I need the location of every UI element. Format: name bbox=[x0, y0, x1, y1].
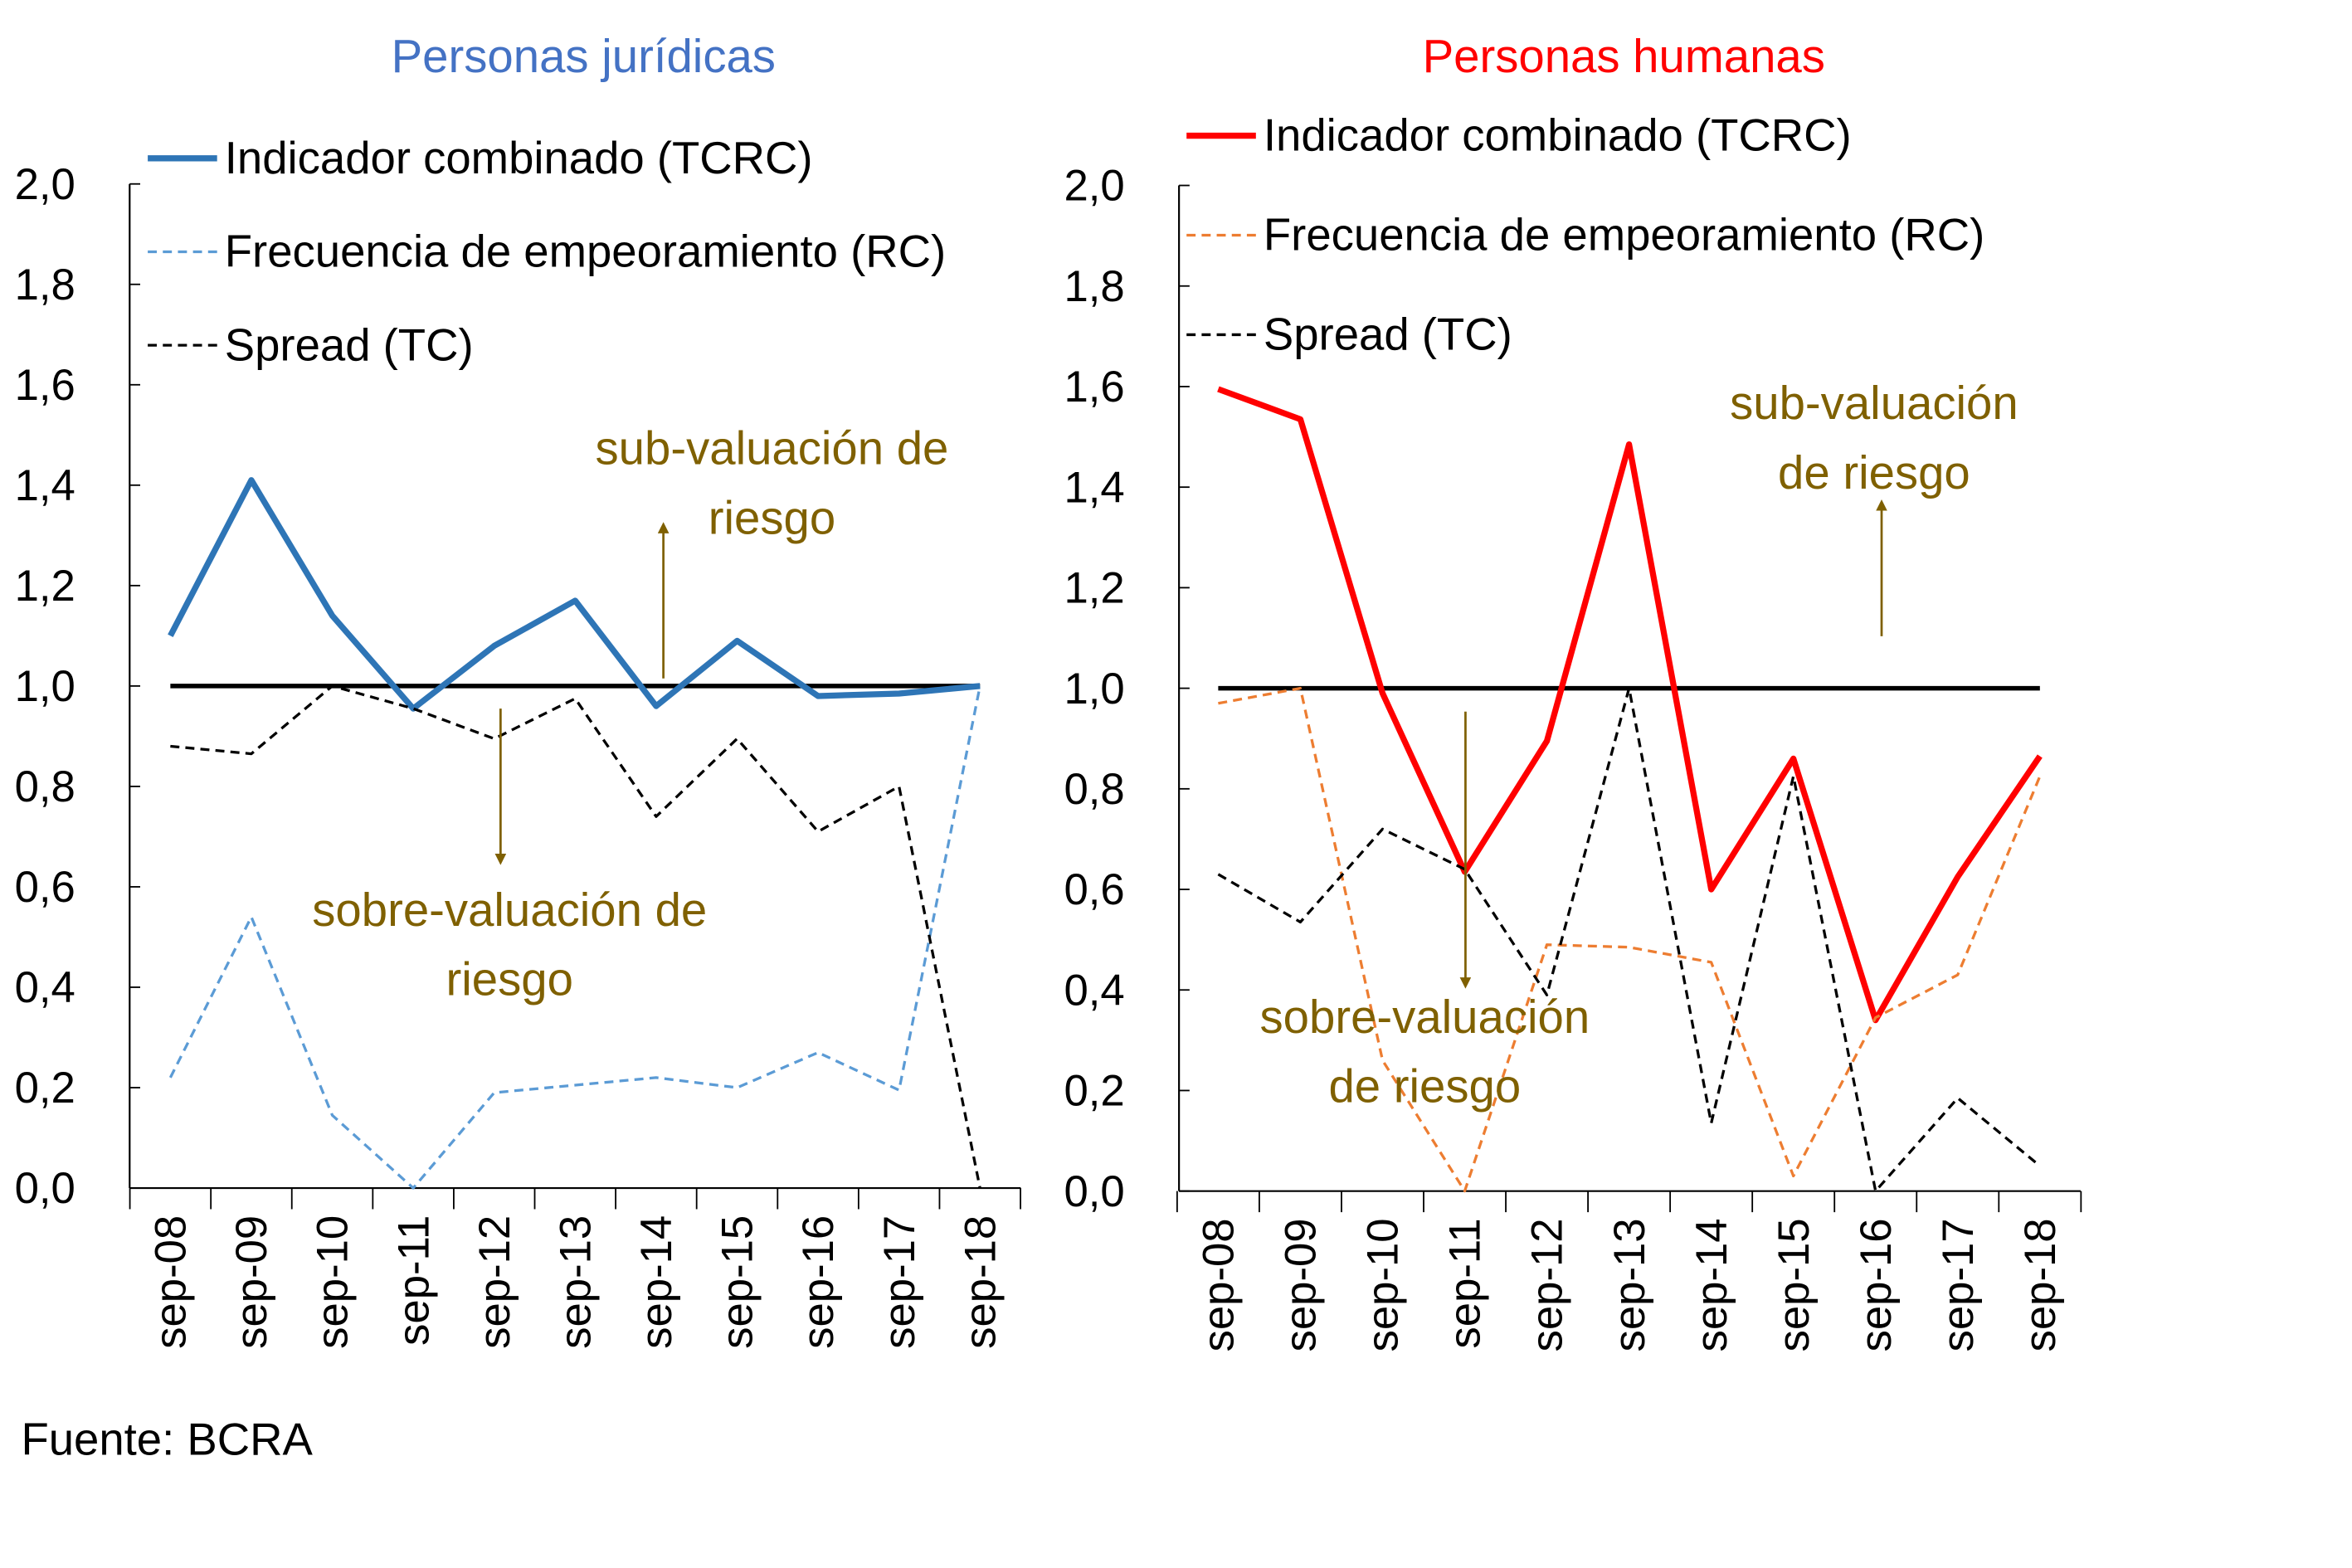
series-line-2 bbox=[1217, 686, 2041, 1193]
y-tick-label: 0,0 bbox=[15, 1164, 75, 1213]
y-tick-label: 0,0 bbox=[1064, 1167, 1124, 1216]
chart-personas-juridicas: Personas jurídicas 0,0 0,2 0,4 0,6 0,8 1,0 1,2… bbox=[15, 30, 1021, 1349]
annotation-sobre-valuacion: sobre-valuación de bbox=[312, 884, 707, 936]
y-tick-label: 0,6 bbox=[1064, 865, 1124, 914]
x-tick-label: sep-12 bbox=[1523, 1218, 1572, 1351]
x-tick-label: sep-10 bbox=[309, 1215, 358, 1349]
x-tick-label: sep-15 bbox=[1770, 1218, 1819, 1351]
chart-title: Personas jurídicas bbox=[392, 30, 776, 82]
y-tick-label: 1,2 bbox=[15, 562, 75, 611]
x-tick-label: sep-17 bbox=[875, 1215, 924, 1349]
legend-label: Indicador combinado (TCRC) bbox=[1264, 110, 1852, 161]
x-tick-label: sep-18 bbox=[2016, 1218, 2065, 1351]
x-tick-label: sep-11 bbox=[1441, 1218, 1490, 1348]
y-tick-label: 0,2 bbox=[15, 1064, 75, 1113]
annotation-sub-valuacion: riesgo bbox=[709, 491, 835, 543]
x-tick-label: sep-09 bbox=[1277, 1218, 1326, 1351]
x-tick-label: sep-15 bbox=[713, 1215, 762, 1349]
x-tick-label: sep-17 bbox=[1934, 1218, 1983, 1351]
annotation-sub-valuacion: sub-valuación de bbox=[596, 422, 949, 475]
x-tick-label: sep-10 bbox=[1359, 1218, 1408, 1351]
y-tick-label: 0,2 bbox=[1064, 1067, 1124, 1116]
y-tick-label: 1,0 bbox=[15, 662, 75, 711]
x-tick-label: sep-13 bbox=[1605, 1218, 1654, 1351]
legend-label: Frecuencia de empeoramiento (RC) bbox=[225, 226, 946, 277]
x-tick-label: sep-14 bbox=[632, 1215, 681, 1349]
y-tick-label: 1,6 bbox=[15, 361, 75, 410]
series-line-0 bbox=[1217, 386, 2043, 1024]
series-line-1 bbox=[168, 685, 981, 1190]
x-tick-label: sep-14 bbox=[1687, 1218, 1736, 1351]
chart-title: Personas humanas bbox=[1423, 30, 1825, 82]
annotation-sobre-valuacion: riesgo bbox=[446, 952, 573, 1005]
legend-label: Spread (TC) bbox=[225, 319, 474, 370]
series-line-2 bbox=[170, 684, 981, 1189]
y-tick-label: 1,4 bbox=[1064, 463, 1124, 512]
y-tick-label: 0,8 bbox=[15, 762, 75, 811]
source-note: Fuente: BCRA bbox=[21, 1415, 313, 1465]
y-tick-label: 0,8 bbox=[1064, 765, 1124, 814]
y-tick-label: 0,4 bbox=[1064, 966, 1124, 1015]
y-tick-label: 1,2 bbox=[1064, 564, 1124, 613]
y-tick-label: 2,0 bbox=[1064, 162, 1124, 211]
x-tick-label: sep-08 bbox=[1195, 1218, 1244, 1351]
x-tick-label: sep-11 bbox=[389, 1215, 438, 1346]
series-line-0 bbox=[168, 477, 981, 712]
y-tick-label: 0,4 bbox=[15, 963, 75, 1012]
x-tick-label: sep-16 bbox=[1852, 1218, 1901, 1351]
y-tick-label: 1,4 bbox=[15, 461, 75, 510]
chart-personas-humanas: Personas humanas 0,0 0,2 0,4 0,6 0,8 1,0 1,2 1,… bbox=[1064, 30, 2082, 1351]
annotation-sobre-valuacion: de riesgo bbox=[1328, 1059, 1521, 1112]
annotation-sub-valuacion: sub-valuación bbox=[1730, 377, 2018, 429]
series-line-1 bbox=[1218, 686, 2042, 1193]
legend-label: Spread (TC) bbox=[1264, 309, 1512, 360]
x-tick-label: sep-18 bbox=[956, 1215, 1005, 1349]
x-tick-label: sep-12 bbox=[470, 1215, 519, 1349]
annotation-sub-valuacion: de riesgo bbox=[1778, 446, 1970, 499]
y-tick-label: 1,8 bbox=[1064, 262, 1124, 311]
annotation-sobre-valuacion: sobre-valuación bbox=[1260, 991, 1590, 1043]
y-tick-label: 1,8 bbox=[15, 261, 75, 309]
legend-label: Frecuencia de empeoramiento (RC) bbox=[1264, 210, 1984, 261]
y-tick-label: 2,0 bbox=[15, 160, 75, 209]
y-tick-label: 1,0 bbox=[1064, 665, 1124, 713]
legend-label: Indicador combinado (TCRC) bbox=[225, 133, 813, 183]
x-tick-label: sep-08 bbox=[147, 1215, 196, 1349]
x-tick-label: sep-09 bbox=[227, 1215, 276, 1349]
y-tick-label: 1,6 bbox=[1064, 363, 1124, 411]
x-tick-label: sep-16 bbox=[794, 1215, 843, 1349]
x-tick-label: sep-13 bbox=[551, 1215, 600, 1349]
y-tick-label: 0,6 bbox=[15, 863, 75, 912]
